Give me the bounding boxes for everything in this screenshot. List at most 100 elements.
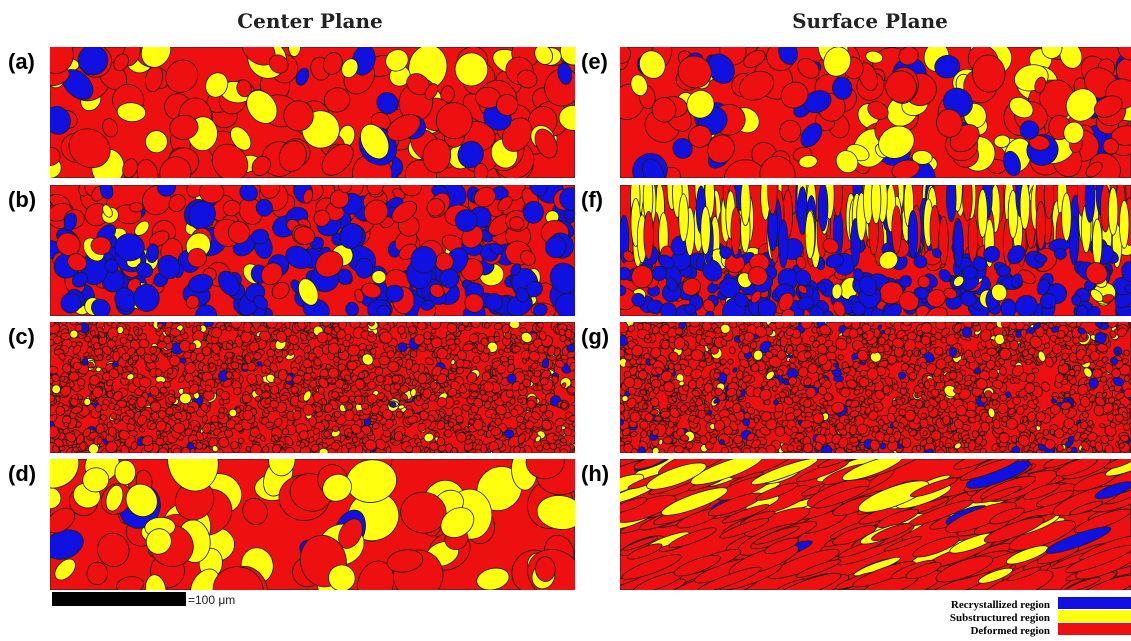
- grain: [907, 350, 913, 357]
- grain: [691, 349, 704, 361]
- grain: [367, 394, 378, 404]
- grain: [309, 332, 315, 337]
- grain: [483, 348, 490, 354]
- grain: [474, 414, 482, 419]
- grain: [696, 330, 702, 335]
- grain: [772, 385, 778, 391]
- grain: [52, 385, 61, 394]
- panel-label: (b): [8, 187, 36, 212]
- grain: [930, 205, 940, 253]
- grain: [699, 361, 707, 368]
- grain: [49, 378, 54, 384]
- grain: [70, 319, 77, 325]
- grain: [150, 402, 160, 412]
- grain: [79, 385, 85, 389]
- grain: [999, 433, 1009, 443]
- grain: [714, 369, 720, 373]
- grain: [155, 368, 162, 376]
- grain: [637, 323, 643, 330]
- grain: [887, 427, 893, 434]
- grain: [173, 423, 185, 434]
- scale-bar-label: =100 μm: [188, 593, 235, 607]
- grain: [973, 322, 979, 327]
- grain: [519, 383, 524, 390]
- grain: [754, 417, 759, 423]
- grain: [473, 419, 483, 431]
- grain: [1027, 412, 1035, 422]
- grain: [156, 438, 164, 446]
- grain: [908, 210, 918, 258]
- micrograph: [44, 315, 580, 461]
- grain: [535, 556, 556, 581]
- grain: [901, 438, 911, 448]
- grain: [260, 175, 280, 198]
- grain: [296, 441, 301, 446]
- grain: [167, 368, 173, 374]
- grain: [999, 446, 1006, 452]
- grain: [88, 404, 94, 410]
- grain: [779, 220, 789, 268]
- grain: [728, 359, 734, 364]
- micrograph: [615, 315, 1131, 458]
- column-title: Surface Plane: [792, 9, 948, 33]
- panel-label: (f): [581, 187, 603, 212]
- grain: [504, 429, 514, 438]
- grain: [743, 418, 751, 426]
- grain: [377, 305, 391, 317]
- grain: [474, 163, 488, 181]
- grain: [668, 363, 674, 370]
- grain: [127, 335, 133, 341]
- grain: [147, 396, 153, 403]
- grain: [567, 387, 576, 394]
- grain: [1000, 394, 1007, 401]
- grain: [376, 375, 384, 382]
- grain: [536, 445, 543, 452]
- micrograph: [22, 426, 596, 618]
- grain: [108, 402, 115, 410]
- grain: [613, 45, 631, 64]
- grain: [805, 211, 815, 259]
- grain: [1040, 293, 1056, 309]
- grain: [741, 383, 746, 390]
- grain: [851, 446, 857, 452]
- grain: [400, 385, 409, 392]
- grain: [225, 352, 233, 359]
- grain: [361, 403, 369, 409]
- grain: [431, 338, 442, 348]
- grain: [314, 358, 322, 366]
- grain: [949, 347, 957, 357]
- grain: [150, 354, 157, 361]
- grain: [448, 421, 454, 427]
- grain: [379, 356, 390, 365]
- grain: [319, 448, 329, 456]
- grain: [787, 444, 795, 452]
- grain: [903, 335, 908, 341]
- grain: [1067, 375, 1073, 381]
- grain: [284, 101, 314, 131]
- grain: [1036, 449, 1042, 454]
- grain: [675, 328, 683, 335]
- grain: [939, 441, 944, 447]
- grain: [458, 325, 465, 331]
- grain: [1101, 376, 1107, 382]
- grain: [209, 363, 214, 369]
- grain: [777, 350, 786, 360]
- panel-label: (d): [8, 461, 36, 486]
- grain: [69, 382, 75, 388]
- grain: [56, 406, 65, 415]
- grain: [113, 351, 120, 361]
- grain: [1108, 187, 1118, 235]
- grain: [290, 386, 299, 394]
- grain: [868, 320, 874, 327]
- grain: [97, 437, 103, 445]
- grain: [966, 356, 975, 363]
- grain: [342, 384, 349, 389]
- grain: [892, 206, 902, 254]
- panel-label: (a): [8, 49, 35, 74]
- grain: [352, 437, 357, 443]
- grain: [309, 380, 317, 388]
- grain: [505, 332, 512, 339]
- grain: [92, 387, 102, 398]
- grain: [638, 370, 647, 379]
